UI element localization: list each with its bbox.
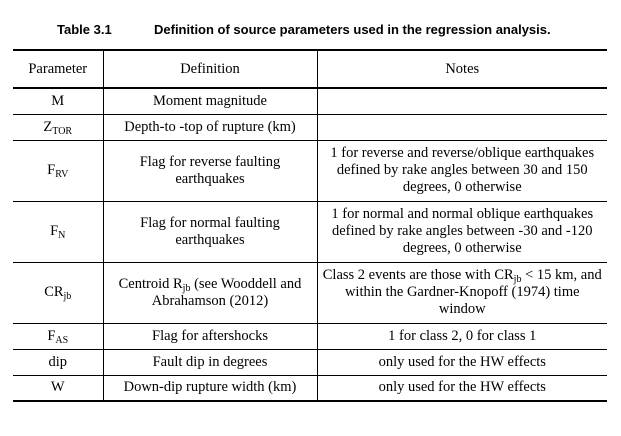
parameter-symbol: F bbox=[50, 223, 59, 239]
header-parameter: Parameter bbox=[13, 49, 104, 89]
definition-cell: Flag for normal faulting earthquakes bbox=[102, 200, 318, 263]
notes-cell: Class 2 events are those with CRjb < 15 … bbox=[316, 261, 607, 324]
parameter-cell: FN bbox=[13, 200, 104, 263]
table-number: Table 3.1 bbox=[57, 22, 112, 37]
table-row: dip Fault dip in degrees only used for t… bbox=[13, 348, 607, 376]
table-row: M Moment magnitude bbox=[13, 87, 607, 115]
parameter-symbol: dip bbox=[48, 353, 68, 370]
parameter-subscript: RV bbox=[55, 169, 69, 180]
parameter-symbol: F bbox=[47, 327, 56, 344]
parameter-symbol: M bbox=[51, 92, 65, 109]
definition-cell: Fault dip in degrees bbox=[102, 348, 318, 376]
definition-cell: Flag for aftershocks bbox=[102, 322, 318, 350]
table-title: Definition of source parameters used in … bbox=[154, 22, 551, 37]
table-row: CRjb Centroid Rjb (see Wooddell and Abra… bbox=[13, 261, 607, 324]
notes-cell: 1 for class 2, 0 for class 1 bbox=[316, 322, 607, 350]
table-row: W Down-dip rupture width (km) only used … bbox=[13, 374, 607, 402]
parameter-cell: M bbox=[13, 87, 104, 115]
parameter-cell: W bbox=[13, 374, 104, 402]
parameter-cell: FRV bbox=[13, 139, 104, 202]
table-row: FN Flag for normal faulting earthquakes … bbox=[13, 200, 607, 263]
parameter-cell: dip bbox=[13, 348, 104, 376]
parameter-subscript: AS bbox=[55, 334, 69, 346]
table-row: FRV Flag for reverse faulting earthquake… bbox=[13, 139, 607, 202]
parameter-cell: CRjb bbox=[13, 261, 104, 324]
definition-cell: Depth-to -top of rupture (km) bbox=[102, 113, 318, 141]
parameter-subscript: jb bbox=[63, 291, 72, 302]
table-row: ZTOR Depth-to -top of rupture (km) bbox=[13, 113, 607, 141]
notes-cell: 1 for normal and normal oblique earthqua… bbox=[316, 200, 607, 263]
parameter-symbol: CR bbox=[44, 284, 64, 300]
parameter-symbol: F bbox=[47, 162, 56, 178]
parameter-subscript: TOR bbox=[52, 125, 73, 137]
header-definition: Definition bbox=[102, 49, 318, 89]
definition-cell: Down-dip rupture width (km) bbox=[102, 374, 318, 402]
definition-cell: Flag for reverse faulting earthquakes bbox=[102, 139, 318, 202]
notes-cell: 1 for reverse and reverse/oblique earthq… bbox=[316, 139, 607, 202]
notes-cell: only used for the HW effects bbox=[316, 374, 607, 402]
notes-cell: only used for the HW effects bbox=[316, 348, 607, 376]
notes-cell bbox=[316, 113, 607, 141]
parameter-cell: FAS bbox=[13, 322, 104, 350]
parameter-subscript: N bbox=[58, 230, 66, 241]
parameter-symbol: W bbox=[50, 379, 65, 396]
definition-cell: Centroid Rjb (see Wooddell and Abrahamso… bbox=[102, 261, 318, 324]
table-row: FAS Flag for aftershocks 1 for class 2, … bbox=[13, 322, 607, 350]
parameters-table: Parameter Definition Notes M Moment magn… bbox=[13, 49, 607, 402]
notes-cell bbox=[316, 87, 607, 115]
parameter-symbol: Z bbox=[43, 118, 53, 135]
parameter-cell: ZTOR bbox=[13, 113, 104, 141]
header-notes: Notes bbox=[316, 49, 607, 89]
definition-cell: Moment magnitude bbox=[102, 87, 318, 115]
table-caption: Table 3.1 Definition of source parameter… bbox=[0, 22, 621, 42]
header-row: Parameter Definition Notes bbox=[13, 49, 607, 89]
